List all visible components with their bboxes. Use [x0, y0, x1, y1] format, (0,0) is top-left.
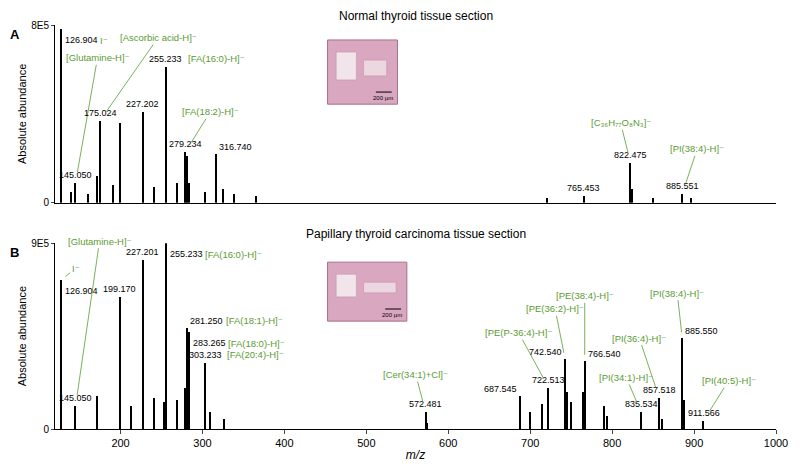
svg-text:[PE(36:2)-H]⁻: [PE(36:2)-H]⁻: [526, 303, 584, 314]
svg-text:255.233: 255.233: [149, 54, 182, 64]
svg-text:255.233: 255.233: [170, 249, 203, 259]
svg-text:145.050: 145.050: [59, 170, 92, 180]
svg-text:281.250: 281.250: [190, 316, 223, 326]
svg-text:[PI(34:1)-H]⁻: [PI(34:1)-H]⁻: [599, 372, 653, 383]
svg-text:A: A: [10, 27, 20, 42]
svg-text:m/z: m/z: [406, 448, 425, 462]
svg-text:885.550: 885.550: [685, 326, 718, 336]
svg-text:B: B: [10, 245, 19, 260]
svg-text:1000: 1000: [764, 437, 788, 449]
svg-text:[PE(P-36:4)-H]⁻: [PE(P-36:4)-H]⁻: [485, 327, 552, 338]
svg-text:[FA(18:0)-H]⁻: [FA(18:0)-H]⁻: [228, 338, 285, 349]
svg-text:[PI(38:4)-H]⁻: [PI(38:4)-H]⁻: [670, 143, 724, 154]
svg-text:572.481: 572.481: [409, 399, 442, 409]
svg-text:700: 700: [521, 437, 539, 449]
svg-text:900: 900: [685, 437, 703, 449]
svg-text:200: 200: [111, 437, 129, 449]
svg-text:0: 0: [43, 197, 49, 208]
svg-text:[C₃₆H₇₇O₈N₃]⁻: [C₃₆H₇₇O₈N₃]⁻: [591, 117, 651, 128]
svg-text:300: 300: [193, 437, 211, 449]
svg-text:316.740: 316.740: [219, 142, 252, 152]
svg-text:400: 400: [275, 437, 293, 449]
svg-text:857.518: 857.518: [643, 385, 676, 395]
svg-text:822.475: 822.475: [614, 150, 647, 160]
svg-text:9E5: 9E5: [31, 238, 49, 249]
svg-text:[FA(18:1)-H]⁻: [FA(18:1)-H]⁻: [226, 315, 283, 326]
svg-text:687.545: 687.545: [484, 384, 517, 394]
svg-text:[Glutamine-H]⁻: [Glutamine-H]⁻: [66, 52, 130, 63]
svg-text:283.265: 283.265: [193, 338, 226, 348]
svg-text:303.233: 303.233: [189, 350, 222, 360]
svg-text:835.534: 835.534: [625, 399, 658, 409]
svg-text:[Glutamine-H]⁻: [Glutamine-H]⁻: [68, 236, 132, 247]
svg-text:[FA(16:0)-H]⁻: [FA(16:0)-H]⁻: [188, 53, 245, 64]
svg-text:[Ascorbic acid-H]⁻: [Ascorbic acid-H]⁻: [120, 32, 197, 43]
svg-text:[PI(38:4)-H]⁻: [PI(38:4)-H]⁻: [650, 288, 704, 299]
svg-text:Papillary thyroid carcinoma ti: Papillary thyroid carcinoma tissue secti…: [306, 227, 526, 241]
svg-text:742.540: 742.540: [529, 347, 562, 357]
svg-text:126.904: 126.904: [65, 35, 98, 45]
svg-text:Absolute abundance: Absolute abundance: [16, 64, 28, 164]
svg-text:227.201: 227.201: [126, 247, 159, 257]
svg-text:Normal thyroid tissue section: Normal thyroid tissue section: [339, 9, 493, 23]
svg-text:765.453: 765.453: [567, 183, 600, 193]
svg-text:885.551: 885.551: [666, 181, 699, 191]
svg-text:8E5: 8E5: [31, 20, 49, 31]
svg-text:[FA(20:4)-H]⁻: [FA(20:4)-H]⁻: [227, 349, 284, 360]
svg-text:800: 800: [603, 437, 621, 449]
svg-text:[FA(16:0)-H]⁻: [FA(16:0)-H]⁻: [205, 249, 262, 260]
svg-text:911.566: 911.566: [688, 408, 720, 418]
svg-text:199.170: 199.170: [103, 284, 136, 294]
svg-text:0: 0: [43, 424, 49, 435]
svg-text:[PI(40:5)-H]⁻: [PI(40:5)-H]⁻: [702, 375, 756, 386]
svg-text:[FA(18:2)-H]⁻: [FA(18:2)-H]⁻: [182, 106, 239, 117]
svg-text:600: 600: [439, 437, 457, 449]
svg-text:722.513: 722.513: [532, 375, 565, 385]
svg-text:200 µm: 200 µm: [382, 312, 402, 318]
svg-text:227.202: 227.202: [126, 99, 159, 109]
svg-text:Absolute abundance: Absolute abundance: [16, 286, 28, 386]
svg-text:175.024: 175.024: [84, 108, 117, 118]
svg-text:I⁻: I⁻: [100, 35, 108, 46]
svg-text:279.234: 279.234: [169, 139, 202, 149]
svg-text:I⁻: I⁻: [72, 263, 80, 274]
svg-text:126.904: 126.904: [65, 286, 98, 296]
svg-text:200 µm: 200 µm: [373, 95, 393, 101]
svg-text:[PI(36:4)-H]⁻: [PI(36:4)-H]⁻: [612, 333, 666, 344]
svg-text:[PE(38:4)-H]⁻: [PE(38:4)-H]⁻: [556, 290, 614, 301]
svg-text:145.050: 145.050: [59, 393, 92, 403]
svg-text:[Cer(34:1)+Cl]⁻: [Cer(34:1)+Cl]⁻: [383, 369, 448, 380]
svg-text:766.540: 766.540: [588, 349, 621, 359]
svg-text:500: 500: [357, 437, 375, 449]
